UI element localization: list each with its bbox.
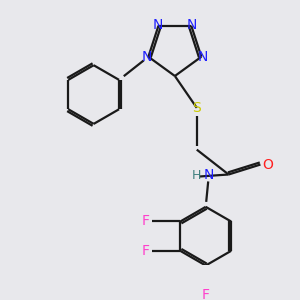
Text: N: N bbox=[187, 18, 197, 32]
Text: F: F bbox=[142, 214, 149, 229]
Text: O: O bbox=[262, 158, 273, 172]
Text: H: H bbox=[192, 169, 201, 182]
Text: N: N bbox=[203, 169, 214, 182]
Text: S: S bbox=[192, 101, 201, 115]
Text: N: N bbox=[152, 18, 163, 32]
Text: N: N bbox=[197, 50, 208, 64]
Text: N: N bbox=[141, 50, 152, 64]
Text: F: F bbox=[142, 244, 149, 258]
Text: F: F bbox=[202, 288, 210, 300]
